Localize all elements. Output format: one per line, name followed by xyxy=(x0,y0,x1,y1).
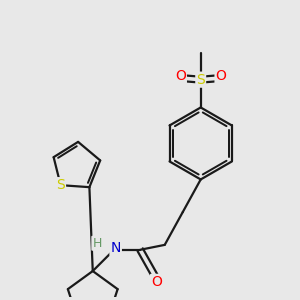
Text: O: O xyxy=(151,275,162,289)
Text: O: O xyxy=(175,69,186,83)
Text: H: H xyxy=(92,237,102,250)
Text: S: S xyxy=(56,178,65,192)
Text: N: N xyxy=(110,241,121,255)
Text: O: O xyxy=(216,69,226,83)
Text: S: S xyxy=(196,73,205,87)
